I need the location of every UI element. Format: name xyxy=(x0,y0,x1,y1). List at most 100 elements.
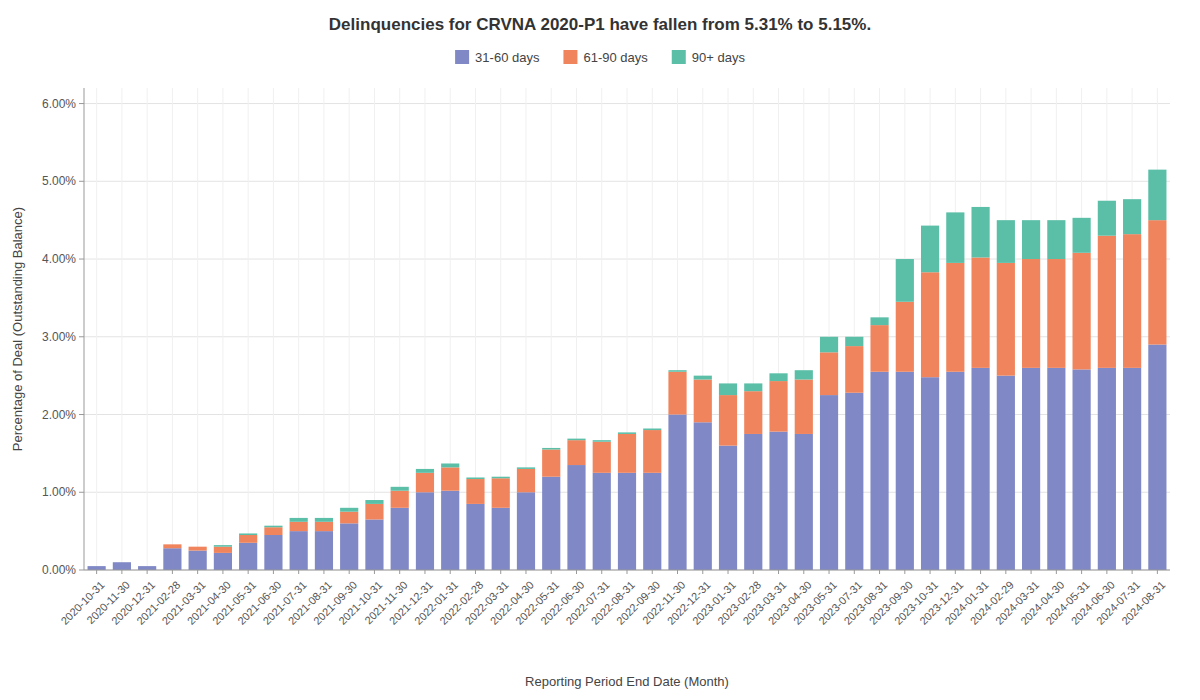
bar-segment xyxy=(694,376,712,380)
bar-segment xyxy=(921,377,939,570)
bar-segment xyxy=(517,467,535,469)
bar-segment xyxy=(567,439,585,441)
x-grid-line xyxy=(197,88,198,570)
bar-segment xyxy=(492,477,510,479)
bar-segment xyxy=(1123,368,1141,570)
x-tick xyxy=(576,570,577,574)
x-tick xyxy=(955,570,956,574)
bar-segment xyxy=(744,383,762,391)
x-grid-line xyxy=(147,88,148,570)
x-tick xyxy=(500,570,501,574)
x-tick xyxy=(147,570,148,574)
y-tick-label: 5.00% xyxy=(42,174,76,188)
bar-segment xyxy=(618,473,636,570)
x-tick xyxy=(1031,570,1032,574)
bar-segment xyxy=(820,337,838,353)
bar-segment xyxy=(870,372,888,570)
x-tick xyxy=(879,570,880,574)
bar-segment xyxy=(264,527,282,535)
bar-segment xyxy=(643,473,661,570)
bar-segment xyxy=(668,370,686,372)
bar-segment xyxy=(138,566,156,570)
legend-label: 31-60 days xyxy=(475,50,540,65)
bar-segment xyxy=(1022,368,1040,570)
x-tick xyxy=(374,570,375,574)
x-grid-line xyxy=(298,88,299,570)
series-bars xyxy=(88,345,1167,570)
legend-item: 61-90 days xyxy=(563,50,648,65)
bar-segment xyxy=(365,519,383,570)
x-tick xyxy=(1056,570,1057,574)
bar-segment xyxy=(492,478,510,508)
bar-segment xyxy=(1123,234,1141,368)
bar-segment xyxy=(189,546,207,547)
bar-segment xyxy=(1047,259,1065,368)
bar-segment xyxy=(593,440,611,442)
bar-segment xyxy=(264,526,282,528)
x-tick xyxy=(273,570,274,574)
bar-segment xyxy=(643,429,661,431)
y-tick-label: 1.00% xyxy=(42,485,76,499)
bar-segment xyxy=(466,477,484,479)
bar-segment xyxy=(264,535,282,570)
y-tick xyxy=(79,492,84,493)
bar-segment xyxy=(719,383,737,395)
bars xyxy=(88,170,1167,570)
bar-segment xyxy=(416,492,434,570)
x-axis-label: Reporting Period End Date (Month) xyxy=(525,674,729,689)
bar-segment xyxy=(921,226,939,273)
legend-label: 61-90 days xyxy=(583,50,648,65)
bar-segment xyxy=(744,391,762,434)
x-tick xyxy=(702,570,703,574)
bar-segment xyxy=(1098,368,1116,570)
x-grid-line xyxy=(121,88,122,570)
x-tick xyxy=(222,570,223,574)
bar-segment xyxy=(921,272,939,377)
legend-item: 31-60 days xyxy=(455,50,540,65)
bar-segment xyxy=(340,512,358,524)
x-tick xyxy=(551,570,552,574)
bar-segment xyxy=(1022,220,1040,259)
bar-segment xyxy=(593,473,611,570)
bar-segment xyxy=(88,566,106,567)
x-tick xyxy=(399,570,400,574)
bar-segment xyxy=(542,477,560,570)
x-grid-line xyxy=(222,88,223,570)
bar-segment xyxy=(668,415,686,570)
legend-swatch xyxy=(563,50,577,64)
x-tick xyxy=(728,570,729,574)
x-tick xyxy=(829,570,830,574)
x-grid-line xyxy=(273,88,274,570)
x-tick xyxy=(248,570,249,574)
x-grid-line xyxy=(96,88,97,570)
bar-segment xyxy=(845,346,863,393)
bar-segment xyxy=(189,547,207,551)
bar-segment xyxy=(416,469,434,473)
bar-segment xyxy=(542,448,560,450)
chart: Delinquencies for CRVNA 2020-P1 have fal… xyxy=(0,0,1200,700)
bar-segment xyxy=(567,440,585,465)
bar-segment xyxy=(1098,201,1116,236)
y-tick xyxy=(79,103,84,104)
bar-segment xyxy=(391,491,409,508)
bar-segment xyxy=(239,543,257,570)
bar-segment xyxy=(744,434,762,570)
x-tick xyxy=(627,570,628,574)
x-tick xyxy=(96,570,97,574)
bar-segment xyxy=(88,566,106,567)
x-tick xyxy=(475,570,476,574)
bar-segment xyxy=(1148,170,1166,221)
x-tick xyxy=(121,570,122,574)
bar-segment xyxy=(365,504,383,520)
x-tick xyxy=(197,570,198,574)
bar-segment xyxy=(1123,199,1141,234)
bar-segment xyxy=(290,522,308,531)
bar-segment xyxy=(315,531,333,570)
bar-segment xyxy=(1073,369,1091,570)
bar-segment xyxy=(214,547,232,553)
series-bars xyxy=(163,220,1166,553)
y-tick xyxy=(79,336,84,337)
x-tick xyxy=(1081,570,1082,574)
bar-segment xyxy=(138,566,156,567)
bar-segment xyxy=(769,432,787,570)
